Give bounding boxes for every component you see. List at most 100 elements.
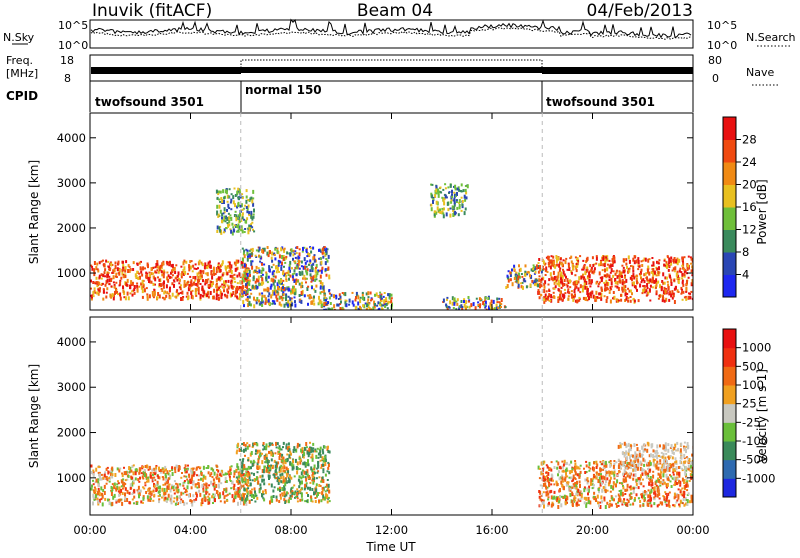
echo-cell (538, 490, 540, 493)
echo-cell (300, 489, 302, 491)
echo-cell (670, 257, 672, 260)
echo-cell (461, 306, 463, 308)
echo-cell (599, 502, 601, 504)
echo-cell (300, 459, 302, 462)
echo-cell (148, 493, 150, 495)
echo-cell (641, 495, 643, 498)
echo-cell (250, 262, 252, 266)
echo-cell (267, 281, 269, 283)
echo-cell (253, 443, 255, 445)
echo-cell (202, 478, 204, 482)
echo-cell (119, 468, 121, 470)
echo-cell (391, 297, 393, 299)
echo-cell (646, 476, 648, 479)
echo-cell (678, 259, 680, 263)
echo-cell (546, 464, 548, 466)
echo-cell (135, 477, 137, 480)
echo-cell (265, 297, 267, 301)
echo-cell (584, 479, 586, 482)
echo-cell (668, 258, 670, 262)
cpid-segment-3: twofsound 3501 (546, 95, 655, 109)
echo-cell (320, 257, 322, 260)
echo-cell (309, 451, 311, 455)
echo-cell (216, 190, 218, 194)
echo-cell (551, 461, 553, 463)
echo-cell (223, 474, 225, 476)
echo-cell (231, 294, 233, 297)
echo-cell (128, 475, 130, 478)
echo-cell (158, 279, 160, 282)
echo-cell (656, 268, 658, 271)
echo-cell (671, 485, 673, 488)
echo-cell (689, 500, 691, 503)
echo-cell (287, 470, 289, 473)
echo-cell (644, 490, 646, 493)
echo-cell (189, 286, 191, 288)
echo-cell (653, 280, 655, 284)
echo-cell (258, 267, 260, 269)
echo-cell (465, 208, 467, 211)
echo-cell (292, 487, 294, 489)
echo-cell (221, 216, 223, 219)
echo-cell (127, 292, 129, 296)
echo-cell (269, 250, 271, 254)
echo-cell (605, 505, 607, 509)
echo-cell (681, 488, 683, 490)
echo-cell (271, 260, 273, 263)
echo-cell (568, 291, 570, 294)
echo-cell (538, 262, 540, 264)
echo-cell (579, 484, 581, 488)
echo-cell (355, 299, 357, 302)
echo-cell (275, 442, 277, 446)
echo-cell (296, 265, 298, 269)
echo-cell (631, 496, 633, 499)
echo-cell (673, 294, 675, 297)
echo-cell (359, 299, 361, 303)
echo-cell (276, 477, 278, 479)
echo-cell (102, 283, 104, 285)
echo-cell (128, 501, 130, 504)
echo-cell (505, 286, 507, 289)
echo-cell (639, 284, 641, 288)
echo-cell (599, 281, 601, 283)
echo-cell (442, 212, 444, 214)
echo-cell (249, 474, 251, 476)
echo-cell (142, 497, 144, 501)
echo-cell (569, 464, 571, 466)
echo-cell (295, 279, 297, 282)
echo-cell (486, 309, 488, 313)
echo-cell (528, 271, 530, 273)
echo-cell (686, 499, 688, 501)
echo-cell (657, 504, 659, 507)
echo-cell (245, 444, 247, 447)
echo-cell (580, 465, 582, 467)
echo-cell (93, 473, 95, 477)
echo-cell (680, 293, 682, 295)
echo-cell (237, 502, 239, 506)
echo-cell (93, 268, 95, 272)
echo-cell (599, 271, 601, 275)
echo-cell (566, 496, 568, 500)
echo-cell (147, 499, 149, 502)
station-title: Inuvik (fitACF) (92, 1, 212, 21)
echo-cell (664, 260, 666, 262)
echo-cell (633, 443, 635, 447)
echo-cell (681, 265, 683, 267)
echo-cell (564, 289, 566, 291)
echo-cell (105, 296, 107, 299)
echo-cell (619, 280, 621, 284)
echo-cell (124, 275, 126, 278)
freq-left-tick-low: 8 (64, 72, 71, 85)
echo-cell (635, 473, 637, 477)
echo-cell (324, 497, 326, 501)
echo-cell (576, 502, 578, 505)
echo-cell (233, 500, 235, 503)
echo-cell (256, 465, 258, 469)
echo-cell (255, 299, 257, 301)
echo-cell (102, 477, 104, 479)
echo-cell (257, 452, 259, 454)
echo-cell (647, 279, 649, 282)
echo-cell (278, 451, 280, 453)
echo-cell (315, 267, 317, 269)
echo-cell (111, 492, 113, 496)
